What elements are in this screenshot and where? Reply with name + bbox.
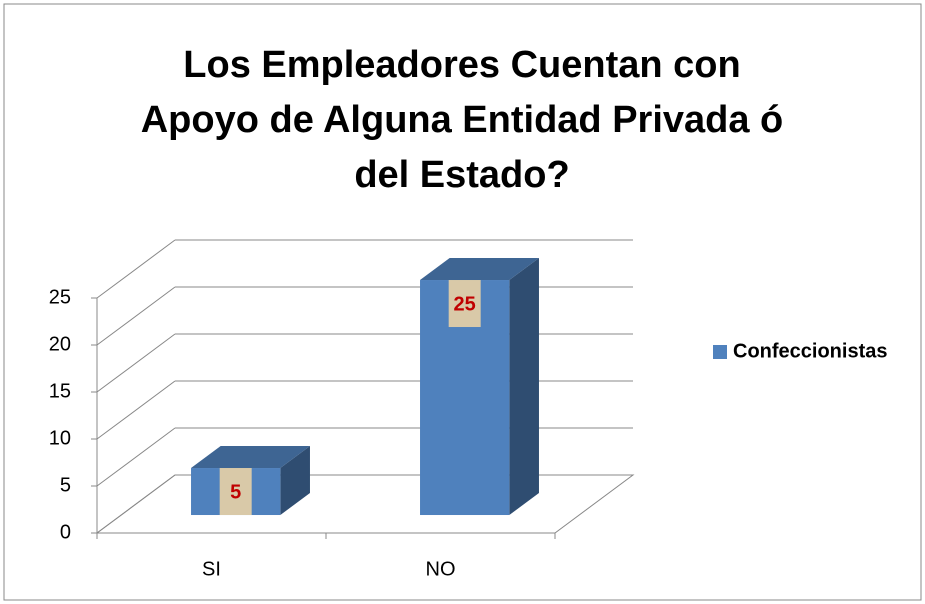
- data-label-box: [219, 468, 252, 516]
- y-tick-label: 5: [60, 474, 71, 496]
- y-tick-label: 20: [49, 333, 71, 355]
- data-label: 25: [454, 293, 476, 315]
- chart-title: Los Empleadores Cuentan con Apoyo de Alg…: [140, 44, 784, 196]
- bar-side: [280, 445, 310, 516]
- data-label: 5: [230, 481, 241, 503]
- grid-line: [96, 380, 176, 440]
- data-label-box: [448, 280, 481, 328]
- y-tick-label: 25: [49, 286, 71, 308]
- bar-top: [191, 445, 310, 469]
- y-tick-label: 0: [60, 521, 71, 543]
- legend-swatch: [713, 345, 727, 359]
- y-tick-label: 10: [49, 427, 71, 449]
- bar-top: [420, 257, 539, 281]
- y-tick-label: 15: [49, 380, 71, 402]
- grid-line: [96, 286, 176, 346]
- legend-label: Confeccionistas: [733, 340, 887, 362]
- grid-line: [96, 239, 176, 299]
- grid-line: [96, 427, 176, 487]
- x-tick-label: SI: [202, 558, 221, 580]
- bar-side: [509, 257, 539, 516]
- grid-line: [96, 474, 176, 534]
- x-tick-label: NO: [426, 558, 456, 580]
- grid-line: [96, 333, 176, 393]
